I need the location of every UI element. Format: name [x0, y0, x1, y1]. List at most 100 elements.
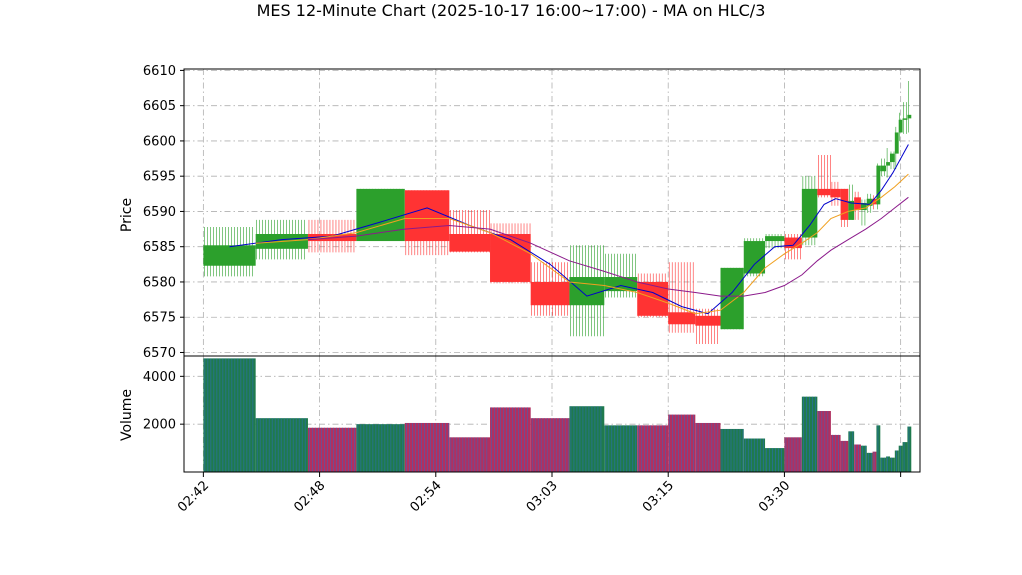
candle: [668, 262, 696, 333]
candle: [569, 245, 605, 337]
candle: [880, 158, 887, 177]
x-tick-label: 02:42: [175, 478, 212, 515]
candle: [876, 163, 881, 210]
moving-average-line-ma_mid: [255, 173, 909, 315]
x-tick-label: 03:03: [524, 478, 561, 515]
candle-body: [569, 277, 605, 306]
candle-body: [876, 165, 881, 205]
volume-bar: [490, 407, 531, 472]
volume-bar: [720, 428, 744, 472]
x-tick-label: 03:15: [640, 478, 677, 515]
candle-body: [203, 245, 256, 266]
candle: [898, 112, 903, 141]
price-tick-label: 6570: [143, 346, 176, 361]
candle: [449, 210, 491, 253]
candle-body: [784, 237, 802, 249]
volume-bar-fill: [880, 457, 887, 472]
candle-body: [902, 118, 908, 120]
candle: [907, 80, 912, 133]
candle-body: [801, 188, 818, 238]
volume-bar-fill: [255, 418, 308, 472]
candle: [604, 253, 638, 298]
volume-bar: [765, 448, 785, 472]
price-tick-label: 6600: [143, 134, 176, 149]
x-tick-label: 03:30: [756, 478, 793, 515]
volume-bar: [872, 451, 877, 472]
volume-bar: [449, 437, 491, 472]
volume-bar: [854, 444, 861, 472]
x-tick-label: 02:54: [408, 478, 445, 515]
volume-tick-label: 2000: [143, 418, 176, 433]
volume-bar-fill: [894, 450, 899, 472]
candle-body: [860, 202, 867, 211]
candle: [886, 147, 890, 178]
candle: [720, 267, 744, 330]
candle-body: [840, 188, 849, 220]
volume-bar: [203, 358, 256, 472]
price-tick-label: 6595: [143, 170, 176, 185]
candle: [203, 226, 256, 277]
volume-bar-fill: [907, 426, 912, 472]
price-tick-label: 6605: [143, 99, 176, 114]
candle-body: [889, 153, 895, 163]
volume-bar: [907, 426, 912, 472]
volume-bar-fill: [840, 440, 849, 472]
candle-body: [356, 188, 405, 242]
volume-bar: [404, 422, 450, 472]
candle: [902, 102, 908, 134]
volume-bar: [255, 418, 308, 472]
candle: [695, 308, 721, 345]
price-tick-label: 6610: [143, 64, 176, 79]
volume-bar-fill: [490, 407, 531, 472]
candle-body: [743, 241, 766, 274]
volume-bar-fill: [860, 445, 867, 472]
volume-bar: [695, 422, 721, 472]
candle-body: [404, 190, 450, 242]
volume-bar: [860, 445, 867, 472]
volume-bar: [569, 406, 605, 472]
volume-bar-fill: [889, 457, 895, 472]
price-tick-label: 6575: [143, 311, 176, 326]
candle: [817, 155, 831, 198]
candle: [801, 176, 818, 246]
volume-bar: [604, 425, 638, 472]
price-tick-label: 6585: [143, 240, 176, 255]
volume-bar-fill: [830, 434, 841, 472]
volume-bar-fill: [886, 456, 890, 472]
candle-body: [695, 315, 721, 326]
candle-body: [490, 234, 531, 282]
candle: [830, 181, 841, 206]
volume-bar-fill: [898, 445, 903, 472]
candle-body: [668, 312, 696, 325]
candle: [889, 151, 895, 170]
volume-bar: [866, 452, 873, 472]
volume-bar-fill: [637, 425, 669, 472]
volume-bar: [902, 442, 908, 472]
volume-bar: [668, 414, 696, 472]
volume-bar: [880, 457, 887, 472]
volume-bar-fill: [848, 431, 855, 472]
volume-bar-fill: [720, 428, 744, 472]
volume-bar-fill: [902, 442, 908, 472]
volume-bar-fill: [872, 451, 877, 472]
candle-body: [765, 236, 785, 242]
volume-axis-label: Volume: [119, 389, 135, 441]
volume-bar: [848, 431, 855, 472]
volume-bar: [801, 396, 818, 472]
volume-bar-fill: [203, 358, 256, 472]
candle: [637, 273, 669, 318]
candle-body: [830, 188, 841, 198]
moving-average-line-ma_slow: [307, 196, 909, 297]
volume-bar-fill: [695, 422, 721, 472]
moving-average-line-ma_fast: [229, 144, 909, 315]
volume-bar-fill: [449, 437, 491, 472]
volume-bar-fill: [866, 452, 873, 472]
candle-body: [894, 132, 899, 154]
candle: [404, 190, 450, 256]
candle-body: [880, 165, 887, 172]
candle-body: [817, 188, 831, 196]
candle-body: [530, 281, 570, 306]
volume-bar: [356, 424, 405, 472]
candle-body: [886, 162, 890, 166]
